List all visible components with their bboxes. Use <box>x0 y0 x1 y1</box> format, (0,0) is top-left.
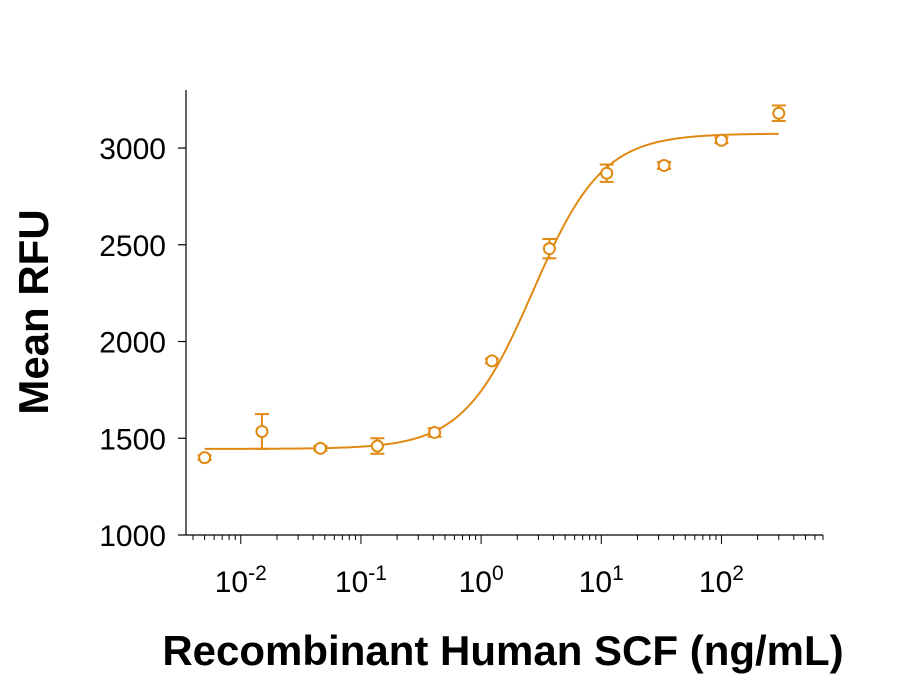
plot-area <box>197 104 786 465</box>
data-marker <box>313 441 327 455</box>
fit-curve <box>204 132 779 450</box>
y-tick-label: 2500 <box>99 230 166 263</box>
data-marker <box>657 158 671 172</box>
data-marker <box>714 133 728 147</box>
axes: 1000 1500 2000 2500 3000 10-2 10-1 100 101 102 <box>99 90 824 599</box>
x-tick-label: 102 <box>699 562 744 599</box>
data-marker <box>542 242 556 256</box>
data-marker <box>772 106 786 120</box>
data-marker <box>370 439 384 453</box>
data-marker <box>255 424 269 438</box>
data-point <box>714 133 729 147</box>
data-point <box>771 104 786 122</box>
x-tick-label: 10-2 <box>215 562 267 599</box>
data-point <box>370 437 385 455</box>
y-tick-label: 2000 <box>99 327 166 360</box>
x-tick-label: 100 <box>459 562 504 599</box>
x-axis-title: Recombinant Human SCF (ng/mL) <box>162 627 843 674</box>
x-tick-label: 10-1 <box>335 562 387 599</box>
y-tick-label: 1000 <box>99 520 166 553</box>
data-marker <box>428 425 442 439</box>
data-point <box>254 413 269 450</box>
data-point <box>599 163 614 183</box>
data-point <box>484 354 499 368</box>
y-axis-title: Mean RFU <box>10 209 57 414</box>
data-point <box>657 158 672 172</box>
x-tick-label: 101 <box>579 562 624 599</box>
data-point <box>427 425 442 439</box>
data-point <box>542 237 557 260</box>
data-marker <box>485 354 499 368</box>
y-tick-label: 1500 <box>99 423 166 456</box>
data-marker <box>198 451 212 465</box>
data-marker <box>600 166 614 180</box>
data-point <box>197 451 212 465</box>
y-tick-label: 3000 <box>99 133 166 166</box>
data-point <box>313 441 328 455</box>
